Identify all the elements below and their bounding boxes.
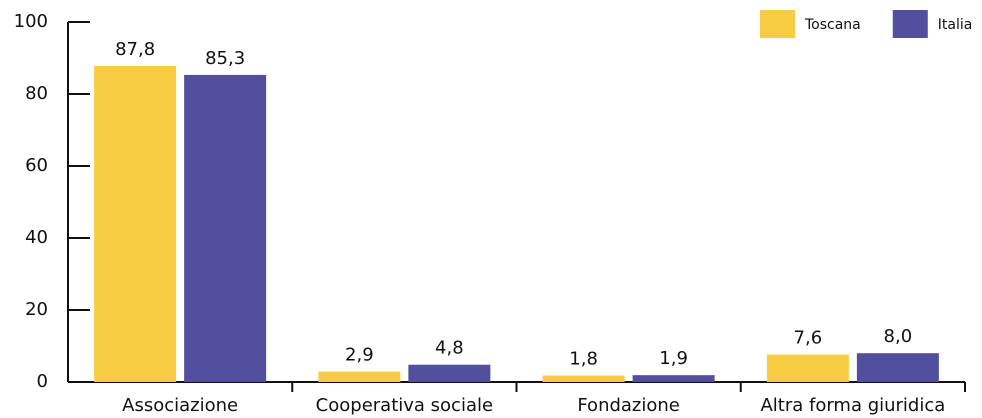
y-tick-label: 100 [14, 11, 48, 32]
x-tick-label: Associazione [122, 395, 238, 416]
y-tick-label: 80 [25, 83, 48, 104]
value-label: 1,8 [569, 349, 598, 370]
value-label: 8,0 [884, 326, 913, 347]
y-tick-label: 40 [25, 227, 48, 248]
bar [184, 74, 267, 383]
bar [542, 375, 625, 382]
bar [632, 375, 715, 382]
x-tick-label: Cooperativa sociale [316, 395, 493, 416]
value-label: 7,6 [794, 328, 823, 349]
value-label: 4,8 [435, 338, 464, 359]
y-tick-label: 0 [37, 371, 48, 392]
value-label: 2,9 [345, 345, 374, 366]
y-tick-label: 20 [25, 299, 48, 320]
legend-label: Toscana [804, 17, 861, 33]
y-tick-label: 60 [25, 155, 48, 176]
bar [318, 371, 401, 382]
bar [766, 354, 849, 382]
x-tick-label: Altra forma giuridica [760, 395, 945, 416]
bar [408, 364, 491, 382]
bar [94, 65, 177, 383]
x-tick-label: Fondazione [577, 395, 680, 416]
bar [856, 353, 939, 382]
value-label: 87,8 [115, 39, 155, 60]
legend-label: Italia [938, 17, 973, 33]
value-label: 1,9 [659, 348, 688, 369]
value-label: 85,3 [205, 48, 245, 69]
legend-swatch [760, 10, 795, 38]
legend-swatch [892, 10, 928, 38]
